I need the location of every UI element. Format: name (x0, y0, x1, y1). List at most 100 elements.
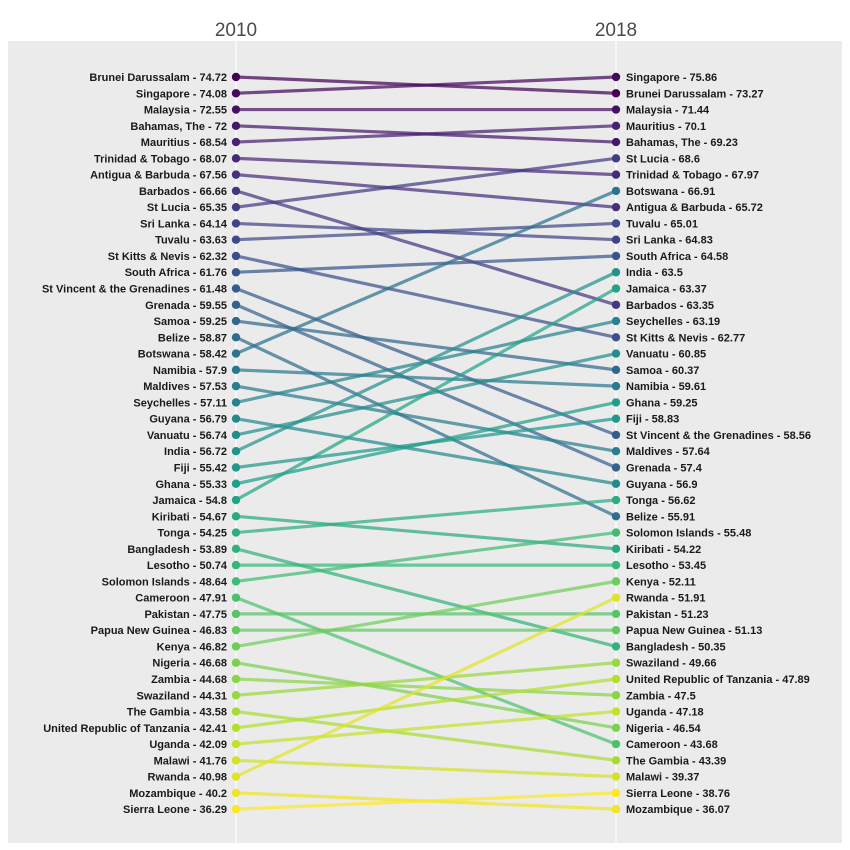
slope-line-mauritius (235, 124, 617, 144)
label-2010-mozambique: Mozambique - 40.2 (129, 788, 227, 800)
point-2018-vanuatu (611, 349, 621, 358)
label-2018-sri-lanka: Sri Lanka - 64.83 (626, 235, 713, 247)
point-2018-singapore (611, 72, 621, 82)
label-2018-pakistan: Pakistan - 51.23 (626, 609, 709, 621)
point-2010-mozambique (231, 788, 241, 798)
label-2010-ghana: Ghana - 55.33 (155, 479, 227, 491)
point-2018-tuvalu (611, 219, 621, 228)
label-2018-namibia: Namibia - 59.61 (626, 381, 706, 393)
label-2018-tonga: Tonga - 56.62 (626, 495, 695, 507)
point-2018-sri-lanka (611, 235, 621, 244)
label-2018-seychelles: Seychelles - 63.19 (626, 316, 720, 328)
label-2010-st-kitts-nevis: St Kitts & Nevis - 62.32 (108, 251, 227, 263)
label-2018-grenada: Grenada - 57.4 (626, 462, 703, 474)
point-2010-bangladesh (231, 544, 241, 554)
slope-line-india (235, 270, 617, 453)
point-2018-maldives (611, 447, 621, 456)
slope-line-tuvalu (235, 221, 617, 242)
slope-line-uganda (235, 709, 617, 746)
point-2010-st-vincent-the-grenadines (231, 284, 241, 293)
slope-labels: Brunei Darussalam - 74.72 Brunei Darussal… (42, 72, 811, 816)
point-2018-the-gambia (611, 756, 621, 765)
point-2010-rwanda (231, 772, 241, 781)
point-2010-st-lucia (231, 202, 241, 212)
point-2018-botswana (611, 186, 621, 196)
slope-line-tonga (235, 498, 617, 535)
label-2018-barbados: Barbados - 63.35 (626, 300, 714, 312)
point-2010-tonga (231, 528, 241, 537)
slope-line-kiribati (235, 514, 617, 551)
label-2010-zambia: Zambia - 44.68 (151, 674, 227, 686)
point-2018-papua-new-guinea (611, 625, 621, 635)
label-2018-malawi: Malawi - 39.37 (626, 772, 699, 784)
point-2018-pakistan (611, 609, 621, 619)
label-2018-the-gambia: The Gambia - 43.39 (626, 755, 726, 767)
slope-lines (235, 75, 617, 811)
label-2010-trinidad-tobago: Trinidad & Tobago - 68.07 (94, 153, 227, 165)
point-2018-st-vincent-the-grenadines (611, 430, 621, 440)
label-2018-rwanda: Rwanda - 51.91 (626, 593, 705, 605)
label-2010-jamaica: Jamaica - 54.8 (152, 495, 227, 507)
point-2018-trinidad-tobago (611, 170, 621, 179)
point-2018-st-kitts-nevis (611, 333, 621, 342)
label-2018-united-republic-of-tanzania: United Republic of Tanzania - 47.89 (626, 674, 810, 686)
label-2018-guyana: Guyana - 56.9 (626, 479, 698, 491)
slope-line-swaziland (235, 661, 617, 697)
point-2018-malawi (611, 772, 621, 781)
point-2018-malaysia (611, 105, 621, 114)
point-2010-uganda (231, 739, 241, 749)
point-2010-sri-lanka (231, 219, 241, 228)
label-2010-kenya: Kenya - 46.82 (157, 641, 227, 653)
point-2010-swaziland (231, 691, 241, 700)
label-2010-bangladesh: Bangladesh - 53.89 (127, 544, 227, 556)
label-2010-botswana: Botswana - 58.42 (138, 349, 227, 361)
point-2010-south-africa (231, 268, 241, 277)
label-2010-united-republic-of-tanzania: United Republic of Tanzania - 42.41 (43, 723, 227, 735)
label-2010-samoa: Samoa - 59.25 (154, 316, 227, 328)
point-2010-st-kitts-nevis (231, 251, 241, 261)
label-2018-mozambique: Mozambique - 36.07 (626, 804, 730, 816)
label-2010-vanuatu: Vanuatu - 56.74 (147, 430, 228, 442)
label-2018-trinidad-tobago: Trinidad & Tobago - 67.97 (626, 170, 759, 182)
point-2018-antigua-barbuda (611, 202, 621, 212)
label-2010-nigeria: Nigeria - 46.68 (152, 658, 227, 670)
point-2018-south-africa (611, 251, 621, 261)
label-2018-bahamas-the: Bahamas, The - 69.23 (626, 137, 738, 149)
label-2010-solomon-islands: Solomon Islands - 48.64 (102, 576, 228, 588)
point-2018-fiji (611, 414, 621, 423)
point-2018-united-republic-of-tanzania (611, 674, 621, 684)
point-2010-lesotho (231, 560, 241, 570)
point-2010-botswana (231, 349, 241, 358)
slope-line-rwanda (235, 596, 617, 779)
label-2018-bangladesh: Bangladesh - 50.35 (626, 641, 726, 653)
point-2010-cameroon (231, 593, 241, 602)
label-2018-mauritius: Mauritius - 70.1 (626, 121, 706, 133)
label-2010-the-gambia: The Gambia - 43.58 (127, 707, 227, 719)
label-2010-barbados: Barbados - 66.66 (139, 186, 227, 198)
label-2010-singapore: Singapore - 74.08 (136, 88, 227, 100)
point-2010-singapore (231, 89, 241, 98)
point-2018-seychelles (611, 316, 621, 326)
label-2010-mauritius: Mauritius - 68.54 (141, 137, 228, 149)
point-2010-maldives (231, 381, 241, 391)
point-2018-mozambique (611, 804, 621, 814)
year-label-2018: 2018 (595, 20, 637, 41)
label-2018-vanuatu: Vanuatu - 60.85 (626, 349, 706, 361)
label-2018-papua-new-guinea: Papua New Guinea - 51.13 (626, 625, 762, 637)
label-2018-belize: Belize - 55.91 (626, 511, 695, 523)
label-2010-antigua-barbuda: Antigua & Barbuda - 67.56 (90, 170, 227, 182)
label-2018-kenya: Kenya - 52.11 (626, 576, 696, 588)
label-2010-sri-lanka: Sri Lanka - 64.14 (140, 218, 228, 230)
slope-line-antigua-barbuda (235, 173, 617, 209)
point-2018-uganda (611, 707, 621, 716)
label-2018-tuvalu: Tuvalu - 65.01 (626, 218, 698, 230)
point-2010-barbados (231, 186, 241, 196)
label-2018-solomon-islands: Solomon Islands - 55.48 (626, 528, 751, 540)
slope-line-singapore (235, 75, 617, 95)
label-2018-swaziland: Swaziland - 49.66 (626, 658, 716, 670)
label-2018-maldives: Maldives - 57.64 (626, 446, 711, 458)
label-2010-guyana: Guyana - 56.79 (149, 414, 227, 426)
point-2010-jamaica (231, 495, 241, 505)
point-2018-belize (611, 512, 621, 521)
point-2010-sierra-leone (231, 804, 241, 814)
